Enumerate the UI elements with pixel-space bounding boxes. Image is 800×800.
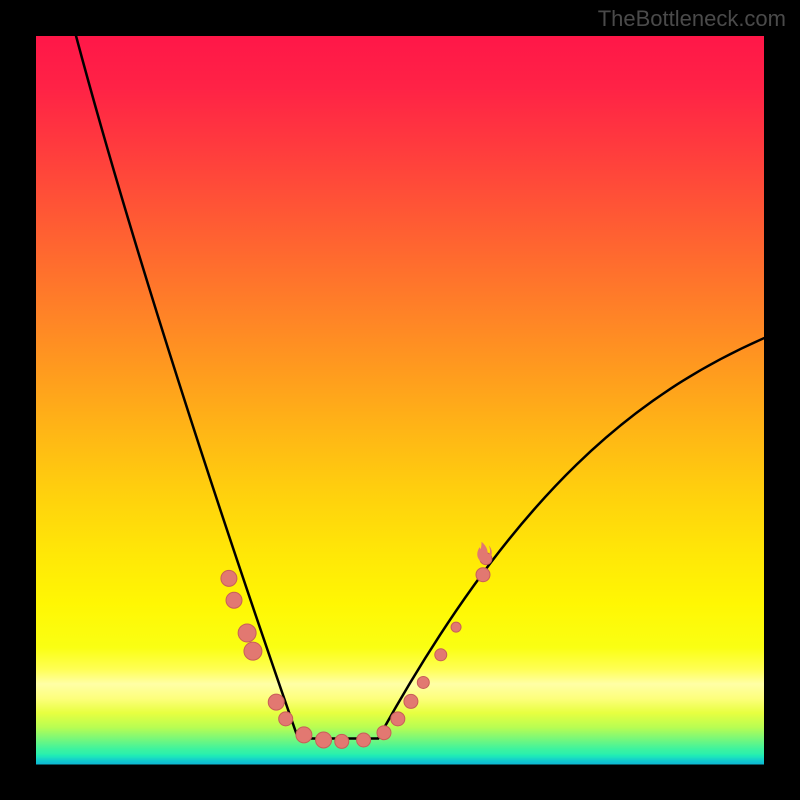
curve-marker xyxy=(357,733,371,747)
curve-marker xyxy=(226,592,242,608)
watermark-text: TheBottleneck.com xyxy=(598,6,786,32)
bottom-band xyxy=(36,763,764,765)
curve-marker xyxy=(244,642,262,660)
curve-marker xyxy=(268,694,284,710)
curve-marker xyxy=(404,694,418,708)
curve-marker xyxy=(391,712,405,726)
curve-marker xyxy=(221,570,237,586)
curve-marker xyxy=(238,624,256,642)
curve-marker xyxy=(296,727,312,743)
curve-marker xyxy=(335,734,349,748)
curve-marker xyxy=(417,676,429,688)
curve-marker xyxy=(476,568,490,582)
curve-marker xyxy=(435,649,447,661)
curve-marker xyxy=(279,712,293,726)
curve-marker xyxy=(316,732,332,748)
curve-marker xyxy=(451,622,461,632)
bottleneck-chart xyxy=(0,0,800,800)
curve-marker xyxy=(377,726,391,740)
